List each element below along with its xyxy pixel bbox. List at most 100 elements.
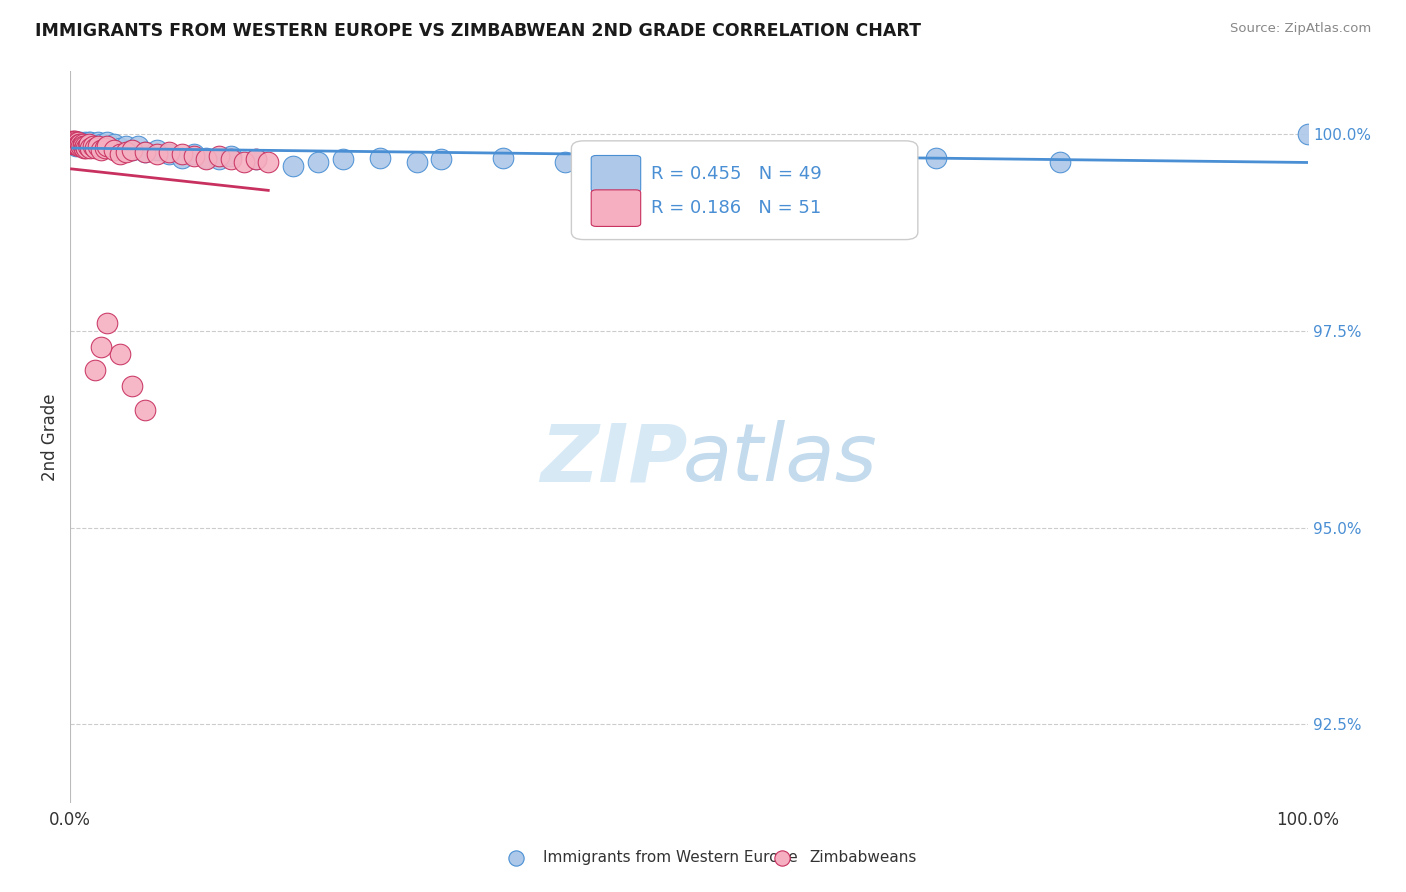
Point [115,139,138,153]
Point [62,135,84,149]
Point [62,136,84,151]
Point [72,136,94,151]
Point [76,139,98,153]
Point [257,154,280,169]
FancyBboxPatch shape [591,190,641,227]
Point [96,135,118,149]
Point [134,402,156,417]
FancyBboxPatch shape [571,141,918,240]
Point [77,135,100,149]
Point [94,141,117,155]
Point [77,136,100,151]
Point [801,153,824,167]
Point [232,154,254,169]
Point [134,145,156,159]
Point [219,153,242,167]
Point [70,139,93,153]
Point [208,153,231,167]
Point [121,143,143,157]
Point [66,135,89,149]
Point [121,143,143,157]
Point [82,136,104,151]
Point [925,151,948,165]
Point [332,153,354,167]
Text: Zimbabweans: Zimbabweans [808,850,917,865]
Point [157,147,180,161]
Point [70,139,93,153]
Text: R = 0.186   N = 51: R = 0.186 N = 51 [651,199,821,217]
Point [245,153,267,167]
Point [90,136,112,151]
Point [208,149,231,163]
Text: R = 0.455   N = 49: R = 0.455 N = 49 [651,165,821,183]
Point [195,151,218,165]
Point [67,136,90,151]
Point [86,135,108,149]
Point [67,136,90,151]
Point [65,136,87,151]
Point [281,159,304,173]
Point [84,139,107,153]
Text: atlas: atlas [683,420,877,498]
Point [1296,128,1319,142]
Y-axis label: 2nd Grade: 2nd Grade [41,393,59,481]
Point [84,363,107,377]
Point [84,141,107,155]
Point [66,138,89,153]
Point [73,139,96,153]
Point [65,134,87,148]
Point [183,147,205,161]
Point [430,153,453,167]
Point [73,141,96,155]
Point [127,139,149,153]
Point [183,149,205,163]
Point [245,153,267,167]
Point [82,139,104,153]
Point [492,151,515,165]
Point [146,143,169,157]
Point [75,141,97,155]
Point [108,347,131,361]
Point [134,145,156,159]
Point [90,340,112,354]
Point [157,145,180,159]
Point [195,153,218,167]
Point [63,135,86,149]
Point [72,139,94,153]
Point [108,141,131,155]
Text: ZIP: ZIP [540,420,688,498]
Point [678,149,700,163]
Point [1049,154,1071,169]
Point [170,151,193,165]
Point [75,136,97,151]
Text: Immigrants from Western Europe: Immigrants from Western Europe [543,850,797,865]
Point [170,147,193,161]
Point [76,139,98,153]
Point [368,151,391,165]
Point [63,134,86,148]
Point [94,139,117,153]
Point [405,154,427,169]
Point [65,135,87,149]
Point [121,379,143,393]
Point [65,136,87,151]
Point [96,316,118,330]
Point [79,141,101,155]
Point [67,139,90,153]
Point [66,135,89,149]
Point [60,134,83,148]
Point [108,147,131,161]
Point [69,136,91,151]
Text: Source: ZipAtlas.com: Source: ZipAtlas.com [1230,22,1371,36]
Point [219,149,242,163]
Point [307,154,329,169]
Point [103,136,125,151]
Point [90,143,112,157]
Point [554,154,576,169]
Point [103,143,125,157]
Point [79,135,101,149]
Point [616,153,638,167]
Point [96,139,118,153]
Point [86,139,108,153]
Point [72,136,94,151]
